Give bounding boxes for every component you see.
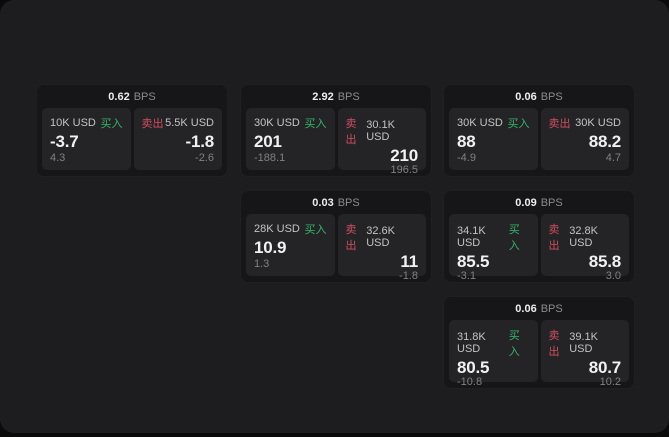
bps-header: 0.09 BPS <box>444 191 634 214</box>
buy-tile[interactable]: 31.8K USD 买入 80.5 -10.8 <box>449 320 538 388</box>
bps-unit: BPS <box>540 302 563 315</box>
quote-card: 0.62 BPS 10K USD 买入 -3.7 4.3 卖出 5.5K USD… <box>36 84 228 177</box>
bps-value: 2.92 <box>312 90 334 103</box>
buy-label: 买入 <box>507 118 530 130</box>
bps-value: 0.62 <box>108 90 130 103</box>
sell-delta: -2.6 <box>195 152 214 164</box>
sell-delta: 3.0 <box>605 270 621 282</box>
bps-unit: BPS <box>540 196 563 209</box>
buy-tile[interactable]: 10K USD 买入 -3.7 4.3 <box>42 108 131 170</box>
buy-amount: 31.8K USD <box>457 331 486 355</box>
sell-price: -1.8 <box>185 132 215 151</box>
bps-header: 2.92 BPS <box>241 85 431 108</box>
bps-value: 0.09 <box>515 196 537 209</box>
buy-tile[interactable]: 30K USD 买入 201 -188.1 <box>246 108 335 170</box>
sell-price: 88.2 <box>588 132 621 151</box>
bps-value: 0.03 <box>312 196 334 209</box>
buy-tile[interactable]: 34.1K USD 买入 85.5 -3.1 <box>449 214 538 282</box>
buy-delta: -3.1 <box>457 270 476 282</box>
buy-tile[interactable]: 30K USD 买入 88 -4.9 <box>449 108 538 170</box>
quote-card: 0.03 BPS 28K USD 买入 10.9 1.3 卖出 32.6K US… <box>240 190 432 283</box>
buy-price: 85.5 <box>457 252 490 271</box>
sell-delta: 196.5 <box>390 164 418 176</box>
sell-price: 11 <box>400 252 418 271</box>
bps-header: 0.62 BPS <box>37 85 227 108</box>
buy-amount: 10K USD <box>50 117 96 129</box>
bps-header: 0.06 BPS <box>444 85 634 108</box>
sell-amount: 30K USD <box>575 117 621 129</box>
sell-amount: 32.6K USD <box>366 225 395 249</box>
sell-delta: 10.2 <box>599 376 621 388</box>
quote-card: 0.06 BPS 31.8K USD 买入 80.5 -10.8 卖出 39.1… <box>443 296 635 389</box>
buy-amount: 30K USD <box>457 117 503 129</box>
buy-label: 买入 <box>304 224 327 236</box>
sell-delta: -1.8 <box>399 270 418 282</box>
buy-tile[interactable]: 28K USD 买入 10.9 1.3 <box>246 214 335 276</box>
buy-label: 买入 <box>508 330 520 358</box>
buy-amount: 28K USD <box>254 223 300 235</box>
buy-delta: -4.9 <box>457 152 476 164</box>
sell-label: 卖出 <box>548 224 560 252</box>
sell-tile[interactable]: 卖出 32.6K USD 11 -1.8 <box>337 214 426 282</box>
buy-label: 买入 <box>304 118 327 130</box>
sell-label: 卖出 <box>345 224 357 252</box>
quote-card: 0.06 BPS 30K USD 买入 88 -4.9 卖出 30K USD 8… <box>443 84 635 177</box>
sell-tile[interactable]: 卖出 30K USD 88.2 4.7 <box>540 108 629 170</box>
buy-price: 201 <box>254 132 282 151</box>
buy-delta: -10.8 <box>457 376 483 388</box>
sell-label: 卖出 <box>548 330 560 358</box>
bps-header: 0.03 BPS <box>241 191 431 214</box>
bps-unit: BPS <box>133 90 156 103</box>
buy-delta: -188.1 <box>254 152 286 164</box>
buy-price: 80.5 <box>457 358 490 377</box>
sell-label: 卖出 <box>548 118 571 130</box>
quote-card: 2.92 BPS 30K USD 买入 201 -188.1 卖出 30.1K … <box>240 84 432 177</box>
sell-tile[interactable]: 卖出 5.5K USD -1.8 -2.6 <box>133 108 222 170</box>
sell-price: 85.8 <box>588 252 621 271</box>
buy-amount: 30K USD <box>254 117 300 129</box>
bps-value: 0.06 <box>515 90 537 103</box>
sell-delta: 4.7 <box>605 152 621 164</box>
sell-price: 80.7 <box>588 358 621 377</box>
sell-price: 210 <box>390 146 418 165</box>
buy-price: 88 <box>457 132 476 151</box>
bps-value: 0.06 <box>515 302 537 315</box>
quote-card: 0.09 BPS 34.1K USD 买入 85.5 -3.1 卖出 32.8K… <box>443 190 635 283</box>
buy-delta: 4.3 <box>50 152 66 164</box>
buy-price: 10.9 <box>254 238 287 257</box>
bps-header: 0.06 BPS <box>444 297 634 320</box>
sell-label: 卖出 <box>141 118 164 130</box>
sell-tile[interactable]: 卖出 39.1K USD 80.7 10.2 <box>540 320 629 388</box>
sell-amount: 32.8K USD <box>569 225 598 249</box>
buy-delta: 1.3 <box>254 258 270 270</box>
buy-price: -3.7 <box>50 132 79 151</box>
sell-amount: 5.5K USD <box>165 117 214 129</box>
sell-amount: 30.1K USD <box>366 119 395 143</box>
buy-amount: 34.1K USD <box>457 225 486 249</box>
sell-tile[interactable]: 卖出 30.1K USD 210 196.5 <box>337 108 426 176</box>
buy-label: 买入 <box>508 224 520 252</box>
sell-label: 卖出 <box>345 118 357 146</box>
sell-amount: 39.1K USD <box>569 331 598 355</box>
bps-unit: BPS <box>337 90 360 103</box>
buy-label: 买入 <box>100 118 123 130</box>
bps-unit: BPS <box>337 196 360 209</box>
sell-tile[interactable]: 卖出 32.8K USD 85.8 3.0 <box>540 214 629 282</box>
bps-unit: BPS <box>540 90 563 103</box>
